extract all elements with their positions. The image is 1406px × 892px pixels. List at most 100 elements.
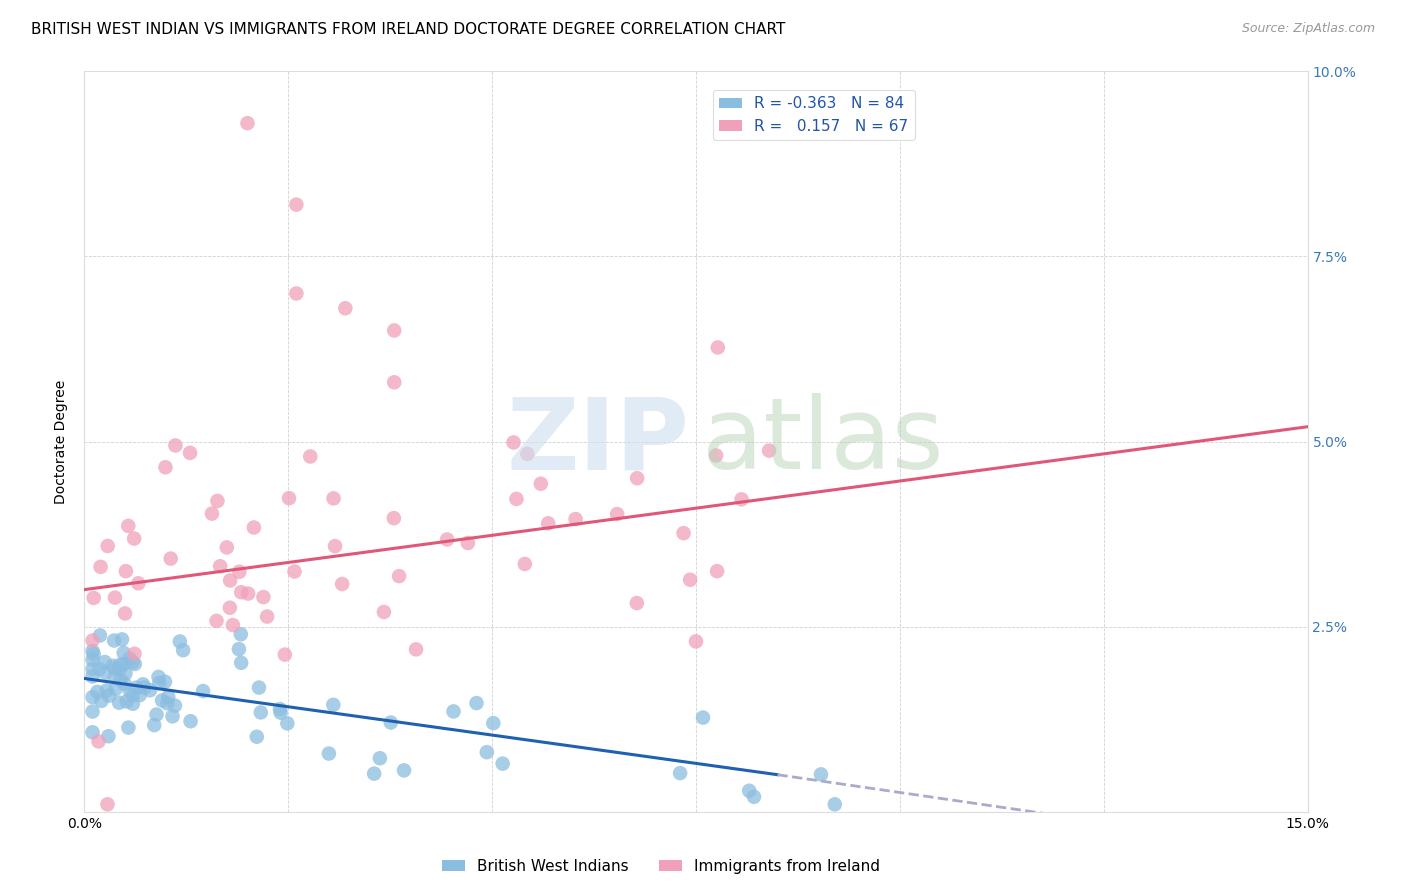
Point (103, 670, 125, 684)
Point (127, 576, 149, 591)
Point (382, 376, 405, 390)
Point (89, 662, 111, 676)
Point (382, 324, 405, 338)
Point (124, 657, 146, 671)
Point (382, 511, 405, 525)
Point (672, 526, 695, 541)
Point (180, 714, 202, 729)
Text: ZIP: ZIP (508, 393, 690, 490)
Point (218, 600, 240, 615)
Point (108, 662, 131, 676)
Point (104, 661, 127, 675)
Point (114, 676, 136, 690)
Point (82, 662, 104, 676)
Point (373, 605, 395, 619)
Point (285, 197, 308, 211)
Point (283, 565, 305, 579)
Point (270, 706, 292, 720)
Point (513, 557, 536, 571)
Point (707, 341, 730, 355)
Point (475, 745, 498, 759)
Point (405, 642, 427, 657)
Point (110, 673, 132, 687)
Legend: British West Indians, Immigrants from Ireland: British West Indians, Immigrants from Ir… (436, 853, 886, 880)
Point (82, 725, 104, 739)
Point (738, 783, 761, 797)
Point (148, 670, 170, 684)
Point (132, 677, 155, 691)
Point (274, 648, 297, 662)
Point (388, 569, 411, 583)
Point (101, 658, 124, 673)
Point (368, 751, 391, 765)
Point (112, 646, 135, 660)
Point (537, 516, 560, 531)
Point (82, 705, 104, 719)
Point (121, 656, 143, 670)
Point (219, 574, 242, 588)
Point (155, 460, 177, 475)
Point (252, 590, 274, 604)
Point (153, 674, 176, 689)
Point (530, 476, 553, 491)
Point (380, 715, 402, 730)
Point (201, 507, 224, 521)
Point (134, 681, 156, 695)
Point (505, 491, 527, 506)
Point (626, 471, 648, 485)
Point (492, 756, 515, 771)
Point (114, 607, 136, 621)
Point (125, 681, 148, 695)
Point (685, 634, 707, 648)
Point (322, 698, 344, 712)
Point (156, 696, 179, 710)
Point (121, 689, 143, 703)
Point (209, 559, 232, 574)
Point (222, 618, 245, 632)
Point (207, 494, 229, 508)
Point (82, 690, 104, 705)
Point (191, 684, 214, 698)
Point (669, 766, 692, 780)
Point (269, 702, 291, 716)
Point (205, 614, 228, 628)
Point (443, 705, 465, 719)
Point (118, 651, 141, 665)
Point (96, 683, 118, 698)
Point (124, 647, 146, 661)
Point (706, 564, 728, 578)
Point (299, 450, 322, 464)
Point (97, 689, 120, 703)
Point (363, 766, 385, 780)
Point (89, 628, 111, 642)
Point (96, 797, 118, 812)
Point (392, 764, 415, 778)
Point (159, 551, 181, 566)
Point (243, 520, 266, 534)
Point (104, 681, 127, 696)
Point (502, 435, 524, 450)
Point (169, 634, 191, 648)
Point (228, 565, 250, 579)
Point (139, 683, 162, 698)
Point (256, 609, 278, 624)
Point (318, 747, 340, 761)
Point (145, 707, 167, 722)
Y-axis label: Doctorate Degree: Doctorate Degree (55, 379, 69, 504)
Point (97, 539, 120, 553)
Point (457, 536, 479, 550)
Point (103, 633, 125, 648)
Text: atlas: atlas (702, 393, 943, 490)
Point (157, 690, 180, 704)
Point (231, 656, 253, 670)
Point (104, 591, 127, 605)
Point (679, 573, 702, 587)
Point (111, 632, 134, 647)
Point (118, 683, 141, 698)
Point (115, 694, 138, 708)
Point (626, 596, 648, 610)
Point (94, 665, 117, 680)
Text: BRITISH WEST INDIAN VS IMMIGRANTS FROM IRELAND DOCTORATE DEGREE CORRELATION CHAR: BRITISH WEST INDIAN VS IMMIGRANTS FROM I… (31, 22, 786, 37)
Point (143, 718, 166, 732)
Point (231, 585, 253, 599)
